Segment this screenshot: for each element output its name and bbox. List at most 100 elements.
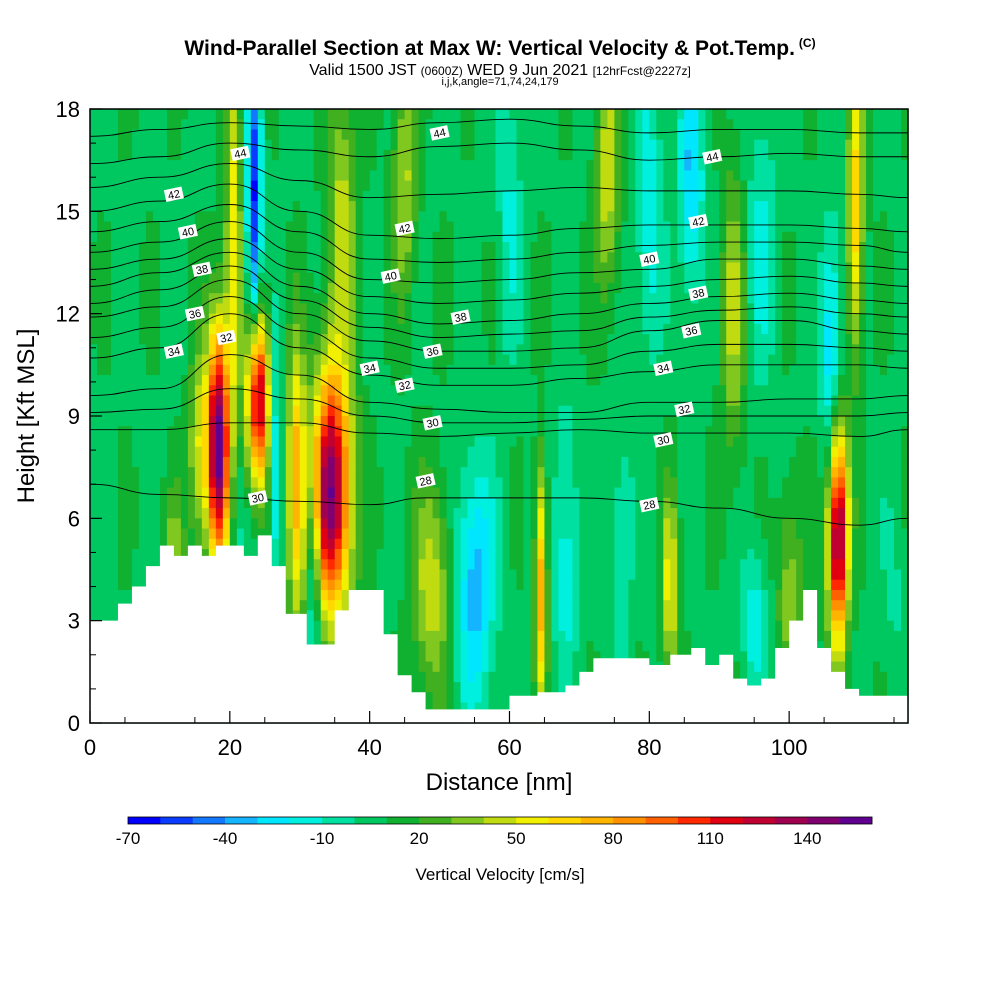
velocity-cell (712, 344, 720, 356)
velocity-cell (600, 129, 608, 141)
velocity-cell (572, 487, 580, 499)
velocity-cell (152, 242, 161, 253)
velocity-cell (159, 385, 168, 397)
velocity-cell (110, 282, 119, 294)
velocity-cell (90, 129, 98, 141)
velocity-cell (285, 436, 294, 448)
velocity-cell (243, 528, 252, 540)
velocity-cell (131, 467, 140, 478)
velocity-cell (236, 497, 245, 509)
velocity-cell (544, 242, 553, 253)
velocity-cell (880, 497, 888, 509)
velocity-cell (306, 221, 315, 233)
velocity-cell (131, 477, 140, 489)
velocity-cell (544, 293, 553, 305)
velocity-cell (810, 119, 818, 131)
velocity-cell (355, 272, 364, 284)
velocity-cell (187, 528, 196, 540)
velocity-cell (586, 313, 594, 325)
velocity-cell (838, 344, 846, 356)
velocity-cell (159, 518, 168, 530)
velocity-cell (418, 385, 427, 397)
velocity-cell (593, 354, 601, 366)
velocity-cell (831, 426, 839, 438)
velocity-cell (271, 272, 280, 284)
velocity-cell (180, 344, 189, 356)
velocity-cell (404, 456, 413, 468)
velocity-cell (292, 436, 301, 448)
velocity-cell (397, 334, 406, 345)
velocity-cell (229, 252, 238, 264)
velocity-cell (628, 344, 636, 356)
velocity-cell (740, 149, 748, 161)
velocity-cell (621, 313, 629, 325)
velocity-cell (201, 405, 210, 417)
velocity-cell (502, 344, 511, 356)
velocity-cell (362, 518, 371, 530)
velocity-cell (642, 221, 650, 233)
velocity-cell (733, 211, 741, 223)
velocity-cell (761, 323, 769, 335)
velocity-cell (215, 354, 224, 366)
velocity-cell (740, 344, 748, 356)
title-mark: (C) (798, 36, 816, 50)
velocity-cell (383, 436, 392, 448)
velocity-cell (138, 344, 147, 356)
velocity-cell (502, 497, 511, 509)
velocity-cell (873, 344, 881, 356)
velocity-cell (747, 375, 755, 386)
velocity-cell (460, 272, 469, 284)
velocity-cell (509, 426, 518, 438)
velocity-cell (698, 426, 706, 438)
velocity-cell (887, 467, 895, 478)
velocity-cell (537, 334, 546, 345)
velocity-cell (754, 487, 762, 499)
velocity-cell (537, 160, 546, 171)
velocity-cell (376, 518, 385, 530)
velocity-cell (166, 231, 175, 243)
velocity-cell (803, 436, 811, 448)
velocity-cell (432, 282, 441, 294)
velocity-cell (740, 313, 748, 325)
velocity-cell (789, 323, 797, 335)
velocity-cell (887, 344, 895, 356)
velocity-cell (103, 313, 112, 325)
velocity-cell (712, 262, 720, 274)
velocity-cell (313, 119, 322, 131)
velocity-cell (824, 129, 832, 141)
velocity-cell (306, 497, 315, 509)
velocity-cell (439, 538, 448, 550)
velocity-cell (789, 139, 797, 151)
velocity-cell (796, 385, 804, 397)
velocity-cell (873, 487, 881, 499)
velocity-cell (726, 282, 734, 294)
velocity-cell (873, 109, 881, 120)
velocity-cell (726, 436, 734, 448)
velocity-cell (754, 477, 762, 489)
velocity-cell (754, 416, 762, 427)
velocity-cell (418, 518, 427, 530)
velocity-cell (894, 334, 902, 345)
velocity-cell (264, 201, 273, 212)
velocity-cell (208, 416, 217, 427)
velocity-cell (474, 119, 483, 131)
velocity-cell (894, 385, 902, 397)
velocity-cell (362, 528, 371, 540)
velocity-cell (873, 405, 881, 417)
velocity-cell (117, 395, 126, 407)
velocity-cell (488, 446, 497, 458)
velocity-cell (243, 201, 252, 212)
velocity-cell (754, 385, 762, 397)
velocity-cell (411, 303, 420, 315)
velocity-cell (880, 395, 888, 407)
velocity-cell (754, 262, 762, 274)
velocity-cell (614, 282, 622, 294)
velocity-cell (334, 385, 343, 397)
velocity-cell (530, 528, 539, 540)
velocity-cell (565, 508, 574, 519)
velocity-cell (670, 508, 678, 519)
velocity-cell (705, 344, 713, 356)
velocity-cell (460, 180, 469, 192)
velocity-cell (565, 201, 574, 212)
velocity-cell (215, 385, 224, 397)
